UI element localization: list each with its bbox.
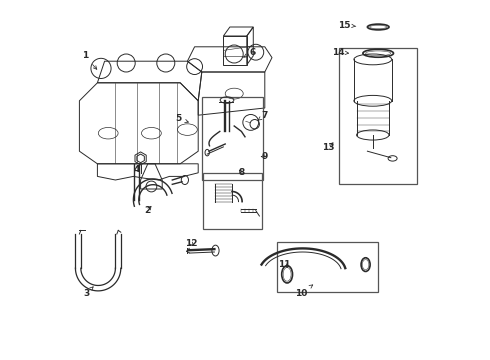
Text: 2: 2: [145, 206, 151, 215]
Text: 12: 12: [185, 238, 197, 248]
Text: 8: 8: [238, 168, 245, 177]
Text: 5: 5: [175, 114, 188, 123]
Text: 9: 9: [261, 152, 268, 161]
Text: 11: 11: [278, 260, 291, 269]
Text: 1: 1: [82, 51, 97, 69]
Text: 3: 3: [83, 287, 93, 298]
Text: 10: 10: [294, 285, 313, 298]
Text: 6: 6: [244, 48, 255, 57]
Text: 13: 13: [321, 143, 334, 152]
Text: 4: 4: [134, 165, 140, 174]
Text: 14: 14: [332, 48, 348, 57]
Text: 15: 15: [338, 21, 356, 30]
Text: 7: 7: [258, 111, 268, 120]
